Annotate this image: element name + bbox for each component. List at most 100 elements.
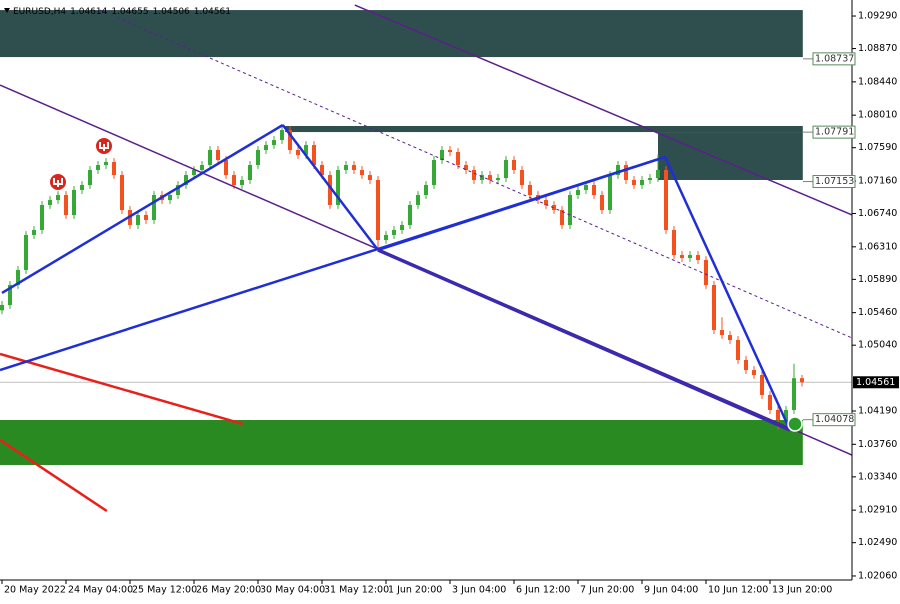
candle-body — [544, 200, 548, 206]
candle-body — [432, 160, 436, 186]
candle-body — [16, 269, 20, 286]
candle-body — [392, 230, 396, 235]
trend-line — [664, 156, 792, 431]
x-tick-label: 9 Jun 04:00 — [644, 585, 698, 596]
y-tick-label: 1.08440 — [858, 76, 897, 87]
candle-body — [640, 179, 644, 186]
candle-body — [232, 175, 236, 186]
trend-line — [1, 123, 284, 295]
plot-layer — [0, 4, 853, 513]
level-box — [812, 175, 856, 189]
candle-body — [624, 165, 628, 180]
candle-body — [184, 175, 188, 186]
level-label: 1.08737 — [815, 53, 854, 64]
x-tick-label: 26 May 20:00 — [196, 585, 261, 596]
y-tick-label: 1.02910 — [858, 505, 897, 516]
candle-body — [312, 145, 316, 166]
candle-body — [552, 205, 556, 211]
x-tick-label: 6 Jun 12:00 — [516, 585, 570, 596]
candle-body — [792, 378, 796, 411]
zone — [0, 419, 803, 465]
candle-body — [424, 185, 428, 196]
x-tick-label: 25 May 12:00 — [132, 585, 197, 596]
signal-icon — [50, 174, 66, 190]
x-tick-label: 24 May 04:00 — [68, 585, 133, 596]
candle-body — [56, 195, 60, 201]
candle-body — [440, 150, 444, 161]
candle-body — [496, 178, 500, 180]
candle-body — [144, 214, 148, 221]
x-tick-label: 7 Jun 20:00 — [580, 585, 634, 596]
candle-body — [264, 145, 268, 151]
candle-body — [464, 165, 468, 170]
candle-body — [576, 189, 580, 196]
candle-body — [752, 370, 756, 375]
candle-body — [408, 205, 412, 225]
candle-body — [224, 160, 228, 176]
candle-body — [696, 255, 700, 260]
level-label: 1.07153 — [815, 176, 854, 187]
candle-body — [168, 195, 172, 201]
candle-body — [8, 285, 12, 305]
x-tick-label: 10 Jun 12:00 — [708, 585, 768, 596]
trend-line — [0, 155, 666, 372]
zone — [658, 132, 803, 180]
candle-body — [760, 374, 764, 395]
candle-body — [776, 410, 780, 420]
candle-body — [24, 234, 28, 270]
candle-body — [152, 195, 156, 221]
y-tick-label: 1.07160 — [858, 175, 897, 186]
menu-triangle[interactable] — [4, 8, 10, 13]
candle-body — [568, 195, 572, 225]
candle-body — [800, 378, 804, 383]
level-label: 1.07791 — [815, 127, 854, 138]
candle-body — [384, 234, 388, 241]
candle-body — [368, 175, 372, 180]
candle-body — [376, 179, 380, 241]
level-box — [812, 413, 856, 427]
y-tick-label: 1.06310 — [858, 241, 897, 252]
y-tick-label: 1.05890 — [858, 274, 897, 285]
candle-body — [352, 165, 356, 170]
candle-body — [200, 165, 204, 170]
candle-body — [680, 255, 684, 258]
candle-body — [472, 169, 476, 180]
candle-body — [272, 140, 276, 146]
candle-body — [80, 185, 84, 190]
candle-body — [48, 200, 52, 206]
y-tick-label: 1.08010 — [858, 110, 897, 121]
candle-body — [728, 335, 732, 340]
level-box — [812, 125, 856, 139]
y-tick-label: 1.04190 — [858, 406, 897, 417]
last-close: 1.04561 — [194, 7, 231, 17]
x-tick-label: 1 Jun 20:00 — [388, 585, 442, 596]
candle-body — [584, 185, 588, 190]
candle-body — [456, 152, 460, 166]
candle-body — [688, 255, 692, 258]
candle-body — [600, 195, 604, 211]
signal-icon — [787, 416, 803, 432]
last-high: 1.04655 — [111, 7, 148, 17]
candle-body — [360, 169, 364, 176]
candle-body — [704, 259, 708, 286]
price-label: 1.04561 — [856, 377, 895, 388]
y-tick-label: 1.02490 — [858, 537, 897, 548]
candle-body — [664, 169, 668, 231]
zone — [0, 10, 803, 58]
zone — [285, 126, 803, 133]
y-tick-label: 1.06740 — [858, 208, 897, 219]
candle-body — [592, 185, 596, 196]
y-tick-label: 1.08870 — [858, 43, 897, 54]
candle-body — [656, 169, 660, 179]
candle-body — [512, 160, 516, 170]
candle-body — [608, 175, 612, 211]
candle-body — [768, 394, 772, 411]
candle-body — [216, 150, 220, 161]
candle-body — [328, 175, 332, 206]
candle-body — [280, 130, 284, 141]
candle-body — [320, 165, 324, 176]
signal-icon — [96, 138, 112, 154]
candle-body — [32, 230, 36, 235]
candle-body — [176, 185, 180, 196]
candle-body — [256, 150, 260, 166]
